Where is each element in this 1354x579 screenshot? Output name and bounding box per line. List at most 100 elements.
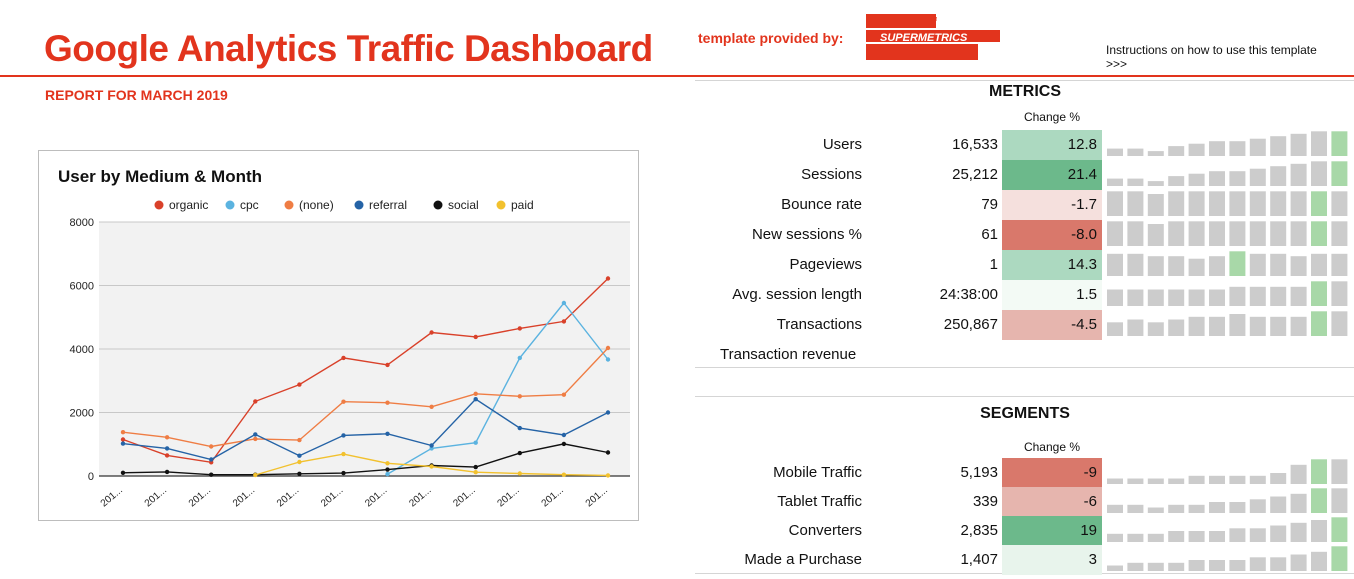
sparkline-bar: [1249, 191, 1266, 216]
sparkline-bar: [1229, 314, 1246, 336]
metric-change-percent: 1.5: [1002, 280, 1102, 310]
logo-tm: TM: [930, 17, 937, 23]
sparkline-bar: [1249, 499, 1266, 513]
sparkline-bar: [1290, 133, 1307, 156]
metrics-change-header: Change %: [1023, 110, 1081, 124]
sparkline-bar: [1270, 253, 1287, 276]
sparkline-bar: [1107, 504, 1123, 513]
sparkline-bar: [1311, 191, 1327, 216]
data-point: [209, 472, 214, 477]
metric-change-percent: 21.4: [1002, 160, 1102, 190]
sparkline-bar: [1188, 289, 1205, 306]
sparkline-bar: [1290, 316, 1307, 336]
sparkline-bar: [1290, 191, 1307, 216]
data-point: [385, 400, 390, 405]
series-line: [387, 301, 609, 475]
segment-row: Made a Purchase 1,407 3: [695, 545, 1354, 575]
sparkline-bar: [1331, 459, 1348, 484]
sparkline-bar: [1107, 221, 1123, 246]
provided-by-label: template provided by:: [698, 30, 844, 46]
sparkline-bar: [1209, 171, 1225, 186]
data-point: [561, 441, 567, 447]
y-tick-label: 4000: [70, 344, 94, 356]
sparkline-bar: [1209, 475, 1225, 484]
sparkline-bar: [1311, 311, 1327, 336]
sparkline-bar: [1168, 146, 1185, 156]
instructions-link[interactable]: Instructions on how to use this template…: [1106, 43, 1346, 71]
instructions-arrows[interactable]: >>>: [1106, 57, 1128, 71]
sparkline-bar: [1127, 148, 1144, 156]
legend-label: (none): [299, 198, 334, 212]
segments-title: SEGMENTS: [980, 405, 1070, 422]
metric-row: New sessions % 61 -8.0: [695, 220, 1354, 250]
sparkline-bar: [1311, 161, 1327, 186]
sparkline-bar: [1147, 181, 1164, 186]
x-tick-label: 201...: [187, 485, 213, 510]
legend-label: cpc: [240, 198, 259, 212]
data-point: [429, 443, 434, 448]
data-point: [253, 399, 258, 404]
segment-value: 1,407: [960, 551, 998, 568]
metric-value: 61: [981, 226, 998, 243]
segment-sparkline: [1107, 517, 1348, 542]
data-point: [385, 461, 390, 466]
sparkline-bar: [1107, 565, 1123, 571]
sparkline-bar: [1168, 256, 1185, 276]
metric-label: Bounce rate: [781, 196, 862, 213]
data-point: [297, 437, 302, 443]
sparkline-bar: [1168, 531, 1185, 542]
sparkline-bar: [1209, 502, 1225, 513]
metric-label: Avg. session length: [732, 286, 862, 303]
sparkline-bar: [1331, 311, 1348, 336]
sparkline-bar: [1249, 286, 1266, 306]
y-tick-label: 8000: [70, 217, 94, 229]
data-point: [605, 473, 611, 478]
x-tick-label: 201...: [275, 485, 301, 510]
segment-value: 5,193: [960, 464, 998, 481]
sparkline-bar: [1188, 504, 1205, 513]
sparkline-bar: [1331, 131, 1348, 156]
sparkline-bar: [1188, 221, 1205, 246]
data-point: [341, 399, 346, 404]
supermetrics-logo[interactable]: SUPERMETRICS TM: [866, 14, 1000, 60]
data-point: [385, 431, 390, 436]
sparkline-bar: [1249, 316, 1266, 336]
segment-row: Mobile Traffic 5,193 -9: [695, 458, 1354, 488]
metric-label: Sessions: [801, 166, 862, 183]
sparkline-bar: [1127, 533, 1144, 542]
sparkline-bar: [1209, 316, 1225, 336]
metric-value: 79: [981, 196, 998, 213]
page-title: Google Analytics Traffic Dashboard: [44, 28, 653, 69]
legend-label: social: [448, 198, 479, 212]
legend-marker: [354, 200, 364, 210]
segment-change-percent: -6: [1002, 487, 1102, 517]
sparkline-bar: [1270, 136, 1287, 156]
metrics-title: METRICS: [989, 83, 1061, 100]
data-point: [517, 471, 522, 476]
sparkline-bar: [1331, 161, 1348, 186]
sparkline-bar: [1107, 533, 1123, 542]
data-point: [385, 362, 390, 368]
sparkline-bar: [1188, 531, 1205, 542]
legend-label: referral: [369, 198, 407, 212]
sparkline-bar: [1209, 289, 1225, 306]
legend-label: organic: [169, 198, 208, 212]
data-point: [517, 326, 522, 331]
sparkline-bar: [1290, 221, 1307, 246]
data-point: [605, 345, 611, 351]
data-point: [341, 355, 346, 361]
sparkline-bar: [1188, 316, 1205, 336]
x-tick-label: 201...: [584, 485, 610, 510]
data-point: [297, 471, 302, 476]
data-point: [164, 453, 170, 458]
metric-row: Transaction revenue: [695, 340, 1354, 370]
segment-value: 2,835: [960, 522, 998, 539]
metric-row: Avg. session length 24:38:00 1.5: [695, 280, 1354, 310]
x-tick-label: 201...: [407, 485, 433, 510]
data-point: [561, 432, 567, 438]
sparkline-bar: [1311, 551, 1327, 571]
instructions-text[interactable]: Instructions on how to use this template: [1106, 43, 1317, 57]
data-point: [473, 464, 478, 470]
data-point: [120, 437, 126, 442]
sparkline-bar: [1290, 493, 1307, 513]
